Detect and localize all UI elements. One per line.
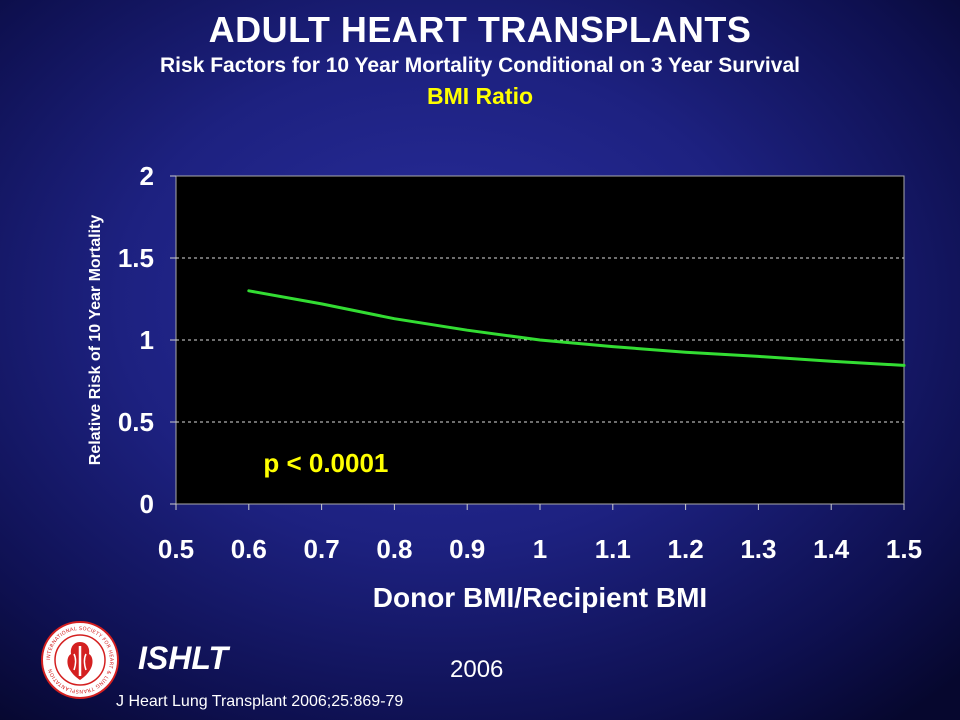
x-tick-label: 0.5: [158, 534, 194, 564]
page-subtitle: Risk Factors for 10 Year Mortality Condi…: [160, 54, 800, 77]
x-tick-label: 1.1: [595, 534, 631, 564]
x-tick-label: 1.3: [740, 534, 776, 564]
x-tick-label: 1.4: [813, 534, 850, 564]
x-tick-label: 0.7: [304, 534, 340, 564]
x-tick-label: 0.8: [376, 534, 412, 564]
year-label: 2006: [450, 656, 504, 683]
citation: J Heart Lung Transplant 2006;25:869-79: [116, 693, 404, 710]
y-tick-label: 1.5: [118, 243, 154, 273]
topic-title: BMI Ratio: [426, 83, 534, 109]
y-tick-label: 0: [140, 489, 154, 519]
series-line: [247, 289, 906, 367]
p-value-annotation: p < 0.0001: [263, 448, 388, 478]
x-tick-label: 1.5: [886, 534, 922, 564]
page-title: ADULT HEART TRANSPLANTS: [208, 9, 752, 50]
y-tick-label: 0.5: [118, 407, 154, 437]
ishlt-seal-icon: INTERNATIONAL SOCIETY FOR HEART & LUNG T…: [41, 621, 119, 699]
org-name: ISHLT: [138, 640, 229, 676]
y-axis-label: Relative Risk of 10 Year Mortality: [87, 215, 104, 466]
x-tick-label: 0.9: [449, 534, 485, 564]
x-tick-label: 1.2: [668, 534, 704, 564]
x-tick-label: 1: [533, 534, 547, 564]
y-tick-label: 1: [140, 325, 154, 355]
x-axis-label: Donor BMI/Recipient BMI: [373, 582, 707, 613]
y-tick-label: 2: [140, 161, 154, 191]
x-tick-label: 0.6: [231, 534, 267, 564]
slide-header: ADULT HEART TRANSPLANTS Risk Factors for…: [0, 8, 960, 112]
